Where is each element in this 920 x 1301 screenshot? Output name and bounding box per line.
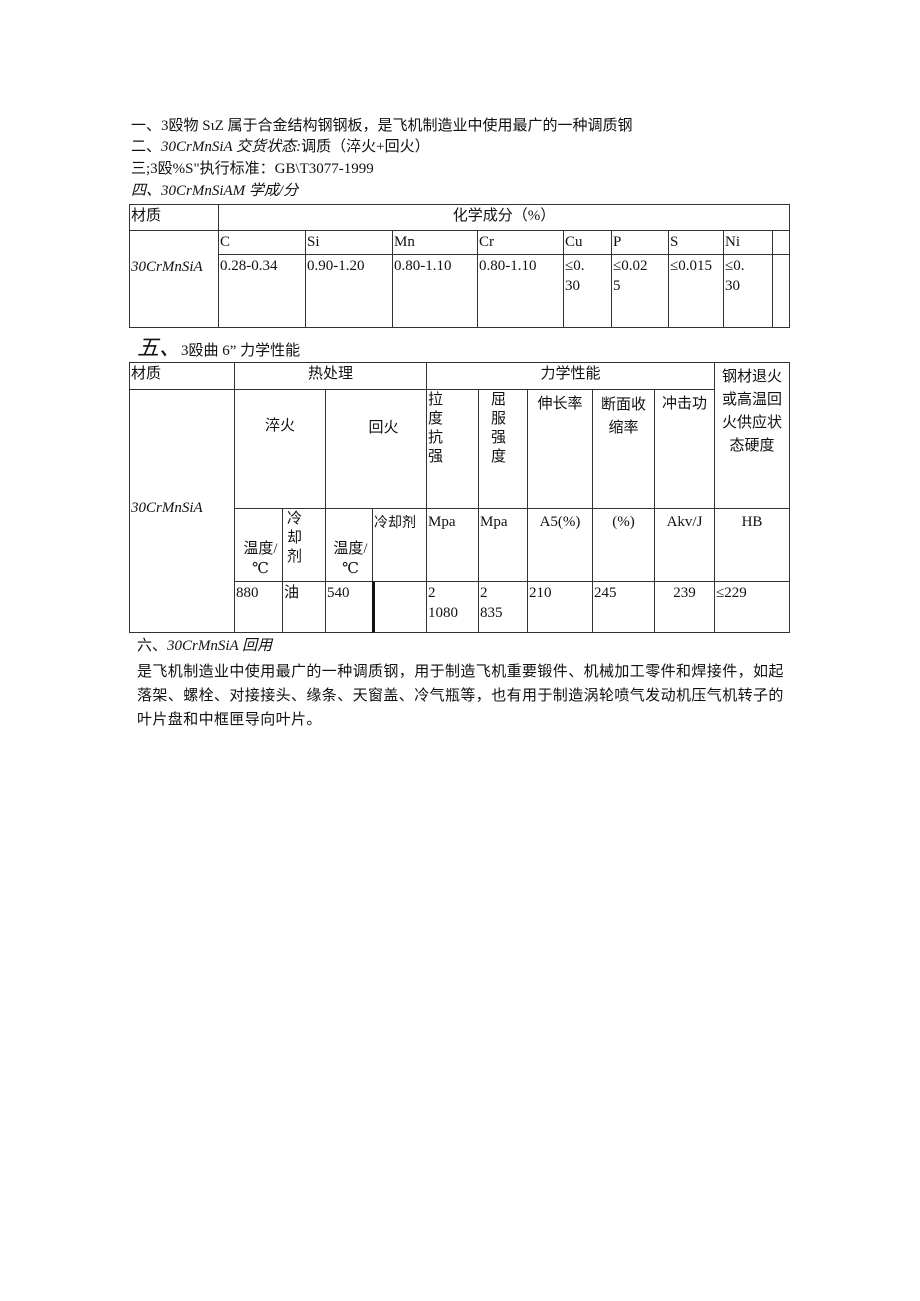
t1-composition-header: 化学成分（%） xyxy=(218,204,790,231)
line-1: 一、3殴物 SιZ 属于合金结构钢钢板，是飞机制造业中使用最广的一种调质钢 xyxy=(131,118,633,134)
t2-coolant1-label: 冷却剂 xyxy=(287,511,303,565)
t1-el: Mn xyxy=(392,230,478,255)
t1-val: ≤0.025 xyxy=(611,254,669,328)
t2-u-impact: Akv/J xyxy=(654,508,715,582)
t1-material: 30CrMnSiA xyxy=(129,230,219,328)
t1-el: P xyxy=(611,230,669,255)
t2-coolant2: 冷却剂 xyxy=(372,508,427,582)
t2-v-tensile: 2 1080 xyxy=(426,581,479,633)
t2-v-temp1: 880 xyxy=(234,581,283,633)
t2-v-impact: 239 xyxy=(654,581,715,633)
t2-u-tensile: Mpa xyxy=(426,508,479,582)
t2-elongation: 伸长率 xyxy=(527,389,593,509)
line-5-prefix: 五、 xyxy=(137,335,182,360)
t2-heat-header: 热处理 xyxy=(234,362,427,390)
t1-el: C xyxy=(218,230,306,255)
line-6-text: 30CrMnSiA 回用 xyxy=(167,638,273,654)
t2-quench: 淬火 xyxy=(234,389,326,509)
t2-impact: 冲击功 xyxy=(654,389,715,509)
t2-v-cool2 xyxy=(372,581,427,633)
t2-v-yield: 2 835 xyxy=(478,581,528,633)
t2-mech-header: 力学性能 xyxy=(426,362,715,390)
line-2-italic: 30CrMnSiA 交货状态: xyxy=(161,139,302,155)
line-4: 四、30CrMnSiAM 学成/分 xyxy=(131,183,299,199)
t2-tensile-label: 拉度抗强 xyxy=(428,392,444,465)
t2-material-header: 材质 xyxy=(129,362,235,390)
t1-el: Cu xyxy=(563,230,612,255)
t1-val: 0.90-1.20 xyxy=(305,254,393,328)
t2-u-reduct: (%) xyxy=(592,508,655,582)
t2-v-temp2: 540 xyxy=(325,581,373,633)
t2-v-hb: ≤229 xyxy=(714,581,790,633)
t2-temp1: 温度/℃ xyxy=(234,508,283,582)
t2-v-elong: 210 xyxy=(527,581,593,633)
t2-material: 30CrMnSiA xyxy=(129,389,235,633)
t2-temper: 回火 xyxy=(325,389,427,509)
t1-empty xyxy=(772,230,790,255)
line-5-text: 3殴曲 6” 力学性能 xyxy=(181,343,301,359)
t2-temp2: 温度/℃ xyxy=(325,508,373,582)
line-6: 六、30CrMnSiA 回用 xyxy=(137,636,272,656)
t1-el: Cr xyxy=(477,230,564,255)
application-paragraph: 是飞机制造业中使用最广的一种调质钢，用于制造飞机重要锻件、机械加工零件和焊接件，… xyxy=(137,664,784,728)
t1-val: 0.80-1.10 xyxy=(392,254,478,328)
line-3: 三;3殴%S"执行标准：GB\T3077-1999 xyxy=(131,161,374,177)
line-2-text: 调质（淬火+回火） xyxy=(301,139,430,155)
t1-empty xyxy=(772,254,790,328)
line-2: 二、30CrMnSiA 交货状态:调质（淬火+回火） xyxy=(131,137,430,157)
line-6-prefix: 六、 xyxy=(137,638,168,654)
t1-el: Si xyxy=(305,230,393,255)
t1-material-header: 材质 xyxy=(129,204,219,231)
t2-v-reduct: 245 xyxy=(592,581,655,633)
line-5: 五、3殴曲 6” 力学性能 xyxy=(137,335,301,361)
t1-val: ≤0.015 xyxy=(668,254,724,328)
t1-val: ≤0.30 xyxy=(563,254,612,328)
t2-u-elong: A5(%) xyxy=(527,508,593,582)
t2-u-yield: Mpa xyxy=(478,508,528,582)
t1-val: 0.80-1.10 xyxy=(477,254,564,328)
t2-coolant1: 冷却剂 xyxy=(282,508,326,582)
t2-reduction: 断面收缩率 xyxy=(592,389,655,509)
t2-yield: 屈服强度 xyxy=(478,389,528,509)
t1-el: S xyxy=(668,230,724,255)
line-2-prefix: 二、 xyxy=(131,139,162,155)
t2-tensile: 拉度抗强 xyxy=(426,389,479,509)
t1-val: ≤0.30 xyxy=(723,254,773,328)
t1-el: Ni xyxy=(723,230,773,255)
t2-hardness-header: 钢材退火或高温回火供应状态硬度 xyxy=(714,362,790,509)
t2-yield-label: 屈服强度 xyxy=(491,392,507,465)
t2-u-hb: HB xyxy=(714,508,790,582)
t2-v-cool1: 油 xyxy=(282,581,326,633)
t1-val: 0.28-0.34 xyxy=(218,254,306,328)
